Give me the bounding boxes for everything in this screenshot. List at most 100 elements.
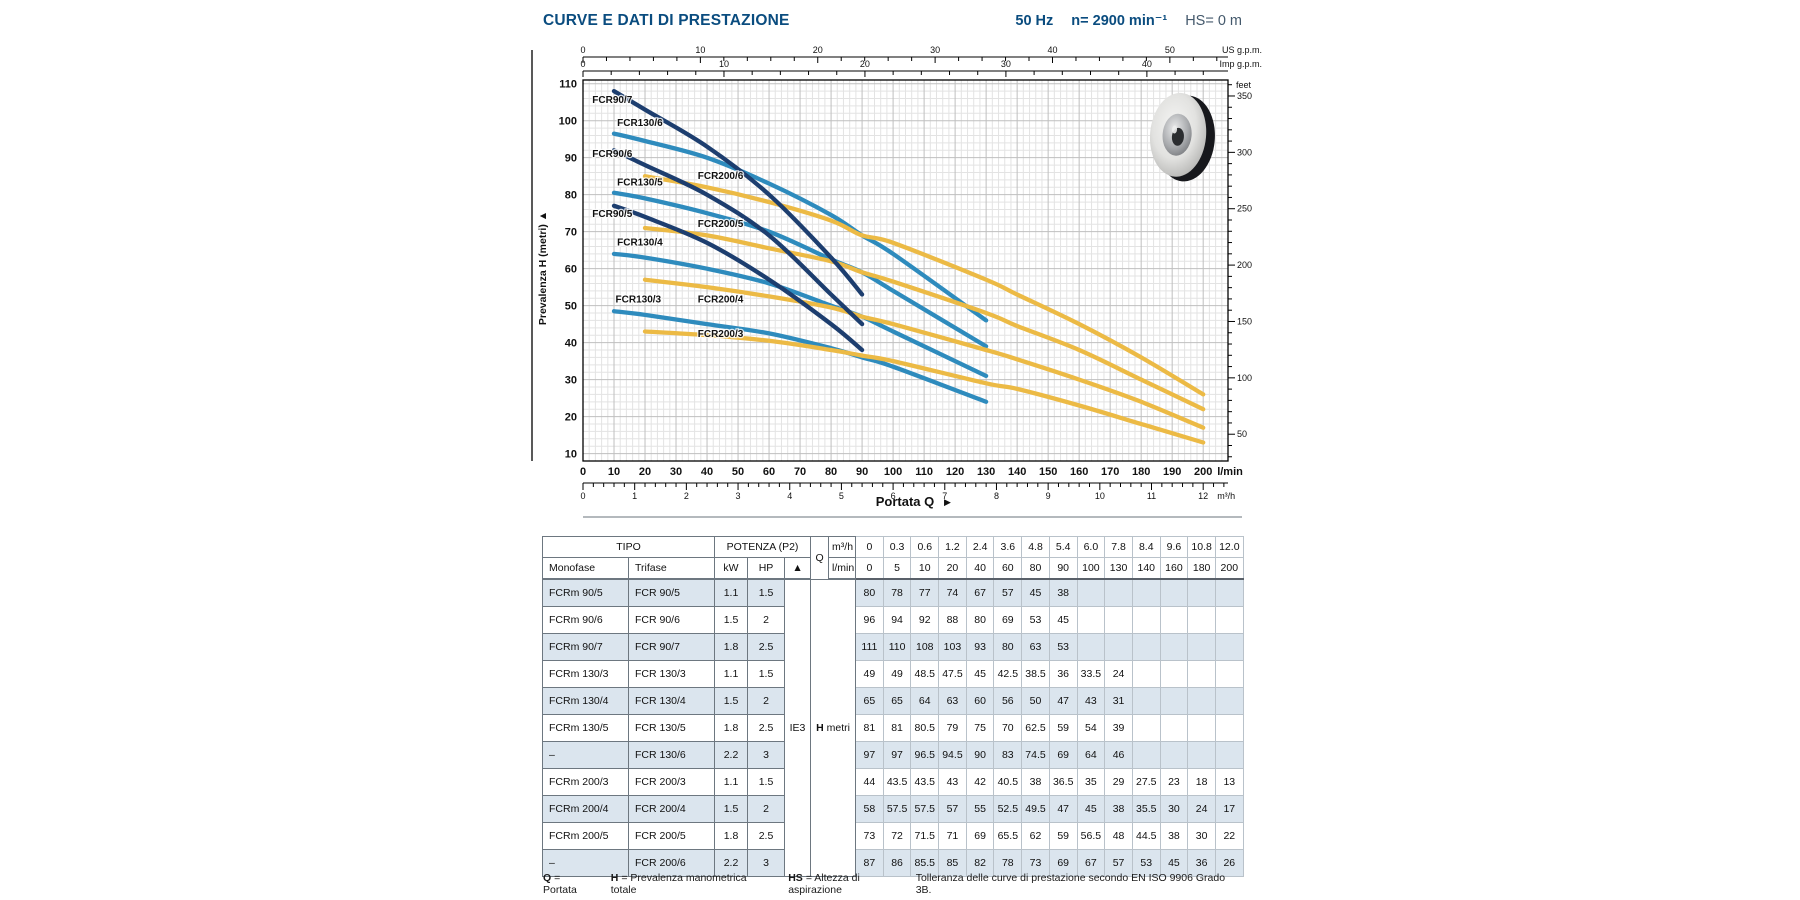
cell-h-value: 36.5 (1048, 768, 1078, 796)
cell-h-value: 92 (910, 606, 940, 634)
cell-kw: 1.8 (714, 822, 749, 850)
cell-h-value (1214, 660, 1244, 688)
legend-hs: HS = Altezza di aspirazione (788, 872, 860, 896)
svg-text:170: 170 (1101, 466, 1119, 478)
cell-trifase: FCR 200/3 (627, 768, 716, 796)
cell-h-value (1159, 606, 1189, 634)
cell-h-value (1131, 606, 1161, 634)
cell-h-value: 69 (993, 606, 1023, 634)
curve-label-FCR130/5: FCR130/5 (617, 177, 663, 188)
header-q-m3h-value: 4.8 (1021, 536, 1050, 558)
svg-text:6: 6 (891, 491, 896, 501)
cell-h-value: 38 (1021, 768, 1050, 796)
cell-h-value: 42.5 (993, 660, 1023, 688)
cell-hp: 3 (747, 741, 786, 769)
header-q-lmin-value: 10 (910, 557, 940, 580)
svg-text:20: 20 (639, 466, 651, 478)
header-q-lmin-value: 180 (1187, 557, 1216, 580)
table-row: FCRm 200/4 FCR 200/4 1.5 2 58 57.5 57.5 57 55 52.… (542, 795, 1244, 823)
svg-text:250: 250 (1237, 204, 1252, 214)
cell-h-value: 67 (965, 578, 995, 607)
cell-h-value: 46 (1104, 741, 1133, 769)
cell-h-value: 59 (1048, 822, 1078, 850)
svg-text:20: 20 (813, 45, 823, 55)
cell-h-value: 24 (1104, 660, 1133, 688)
svg-text:9: 9 (1046, 491, 1051, 501)
cell-h-value: 75 (965, 714, 995, 742)
svg-text:100: 100 (559, 116, 577, 128)
svg-text:0: 0 (580, 466, 586, 478)
cell-h-value: 45 (1048, 606, 1078, 634)
header-q-m3h-value: 10.8 (1187, 536, 1216, 558)
table-row: FCRm 130/5 FCR 130/5 1.8 2.5 81 81 80.5 79 75 70 6… (542, 714, 1244, 742)
cell-h-value: 88 (938, 606, 967, 634)
header-unit-lmin: l/min (828, 557, 857, 580)
svg-text:0: 0 (580, 491, 585, 501)
cell-hp: 2.5 (747, 633, 786, 661)
cell-h-value: 111 (855, 633, 884, 661)
svg-text:40: 40 (1047, 45, 1057, 55)
cell-hp: 2.5 (747, 822, 786, 850)
svg-text:110: 110 (559, 79, 577, 91)
curve-label-FCR200/4: FCR200/4 (698, 295, 744, 306)
cell-kw: 1.5 (714, 795, 749, 823)
cell-h-value: 81 (855, 714, 884, 742)
cell-h-value: 39 (1104, 714, 1133, 742)
table-row: – FCR 200/6 2.2 3 87 86 85.5 85 82 78 73 69 67 57 53 45… (542, 849, 1244, 877)
svg-text:3: 3 (736, 491, 741, 501)
cell-h-value (1131, 578, 1161, 607)
cell-h-value: 73 (855, 822, 884, 850)
cell-h-value: 23 (1159, 768, 1189, 796)
cell-h-value: 13 (1214, 768, 1244, 796)
curve-FCR90/7 (611, 88, 865, 297)
cell-hp: 1.5 (747, 660, 786, 688)
operating-conditions: 50 Hz n= 2900 min⁻¹ HS= 0 m (1015, 13, 1242, 29)
cell-h-value: 103 (938, 633, 967, 661)
svg-text:30: 30 (1001, 59, 1011, 69)
cell-h-value: 108 (910, 633, 940, 661)
header-q-m3h-value: 9.6 (1159, 536, 1189, 558)
header-q-lmin-value: 5 (882, 557, 912, 580)
curve-label-FCR130/6: FCR130/6 (617, 118, 663, 129)
header-q-lmin-value: 160 (1159, 557, 1189, 580)
cell-h-value: 30 (1187, 822, 1216, 850)
svg-text:100: 100 (1237, 373, 1252, 383)
cell-h-value: 65 (882, 687, 912, 715)
svg-text:90: 90 (565, 153, 577, 165)
cell-kw: 1.1 (714, 660, 749, 688)
cell-h-value: 80.5 (910, 714, 940, 742)
header-monofase: Monofase (542, 557, 629, 580)
cell-h-value: 47 (1048, 795, 1078, 823)
cell-kw: 1.1 (714, 768, 749, 796)
cell-hp: 3 (747, 849, 786, 877)
performance-chart: 0 10 20 30 40 50 US g.p.m.0 10 20 30 40 Imp g.p.m.5… (531, 45, 1262, 518)
cell-h-value (1187, 687, 1216, 715)
cell-h-value: 85 (938, 849, 967, 877)
top-axis-imp-gpm: 0 10 20 30 40 Imp g.p.m. (580, 59, 1262, 77)
header-q-lmin-value: 100 (1076, 557, 1106, 580)
cell-kw: 1.5 (714, 606, 749, 634)
svg-text:90: 90 (856, 466, 868, 478)
header-unit-m3h: m³/h (828, 536, 857, 558)
cell-monofase: FCRm 90/7 (542, 633, 629, 661)
cell-h-value: 69 (965, 822, 995, 850)
cell-h-value (1076, 578, 1106, 607)
cell-kw: 1.5 (714, 687, 749, 715)
svg-text:m³/h: m³/h (1217, 491, 1235, 501)
cell-h-value (1214, 714, 1244, 742)
svg-text:30: 30 (565, 375, 577, 387)
curve-FCR200/4 (642, 277, 1206, 430)
svg-text:11: 11 (1147, 491, 1156, 501)
cell-monofase: FCRm 200/4 (542, 795, 629, 823)
cell-h-value: 48 (1104, 822, 1133, 850)
header-q-lmin-value: 200 (1214, 557, 1244, 580)
cell-trifase: FCR 90/6 (627, 606, 716, 634)
cell-h-value: 60 (965, 687, 995, 715)
cell-h-value: 27.5 (1131, 768, 1161, 796)
svg-text:1: 1 (632, 491, 637, 501)
svg-text:8: 8 (994, 491, 999, 501)
cell-h-value: 58 (855, 795, 884, 823)
